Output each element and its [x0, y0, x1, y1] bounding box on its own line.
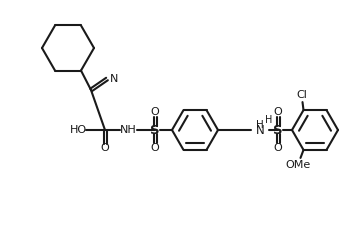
- Text: O: O: [101, 143, 109, 153]
- Text: N: N: [110, 74, 118, 84]
- Text: OMe: OMe: [286, 160, 311, 170]
- Text: N: N: [255, 123, 265, 136]
- Text: H: H: [265, 115, 272, 125]
- Text: S: S: [150, 123, 160, 136]
- Text: O: O: [274, 143, 282, 153]
- Text: HO: HO: [69, 125, 87, 135]
- Text: O: O: [151, 107, 159, 117]
- Text: O: O: [151, 143, 159, 153]
- Text: NH: NH: [120, 125, 136, 135]
- Text: S: S: [273, 123, 283, 136]
- Text: O: O: [274, 107, 282, 117]
- Text: Cl: Cl: [296, 90, 307, 100]
- Text: H: H: [256, 120, 264, 130]
